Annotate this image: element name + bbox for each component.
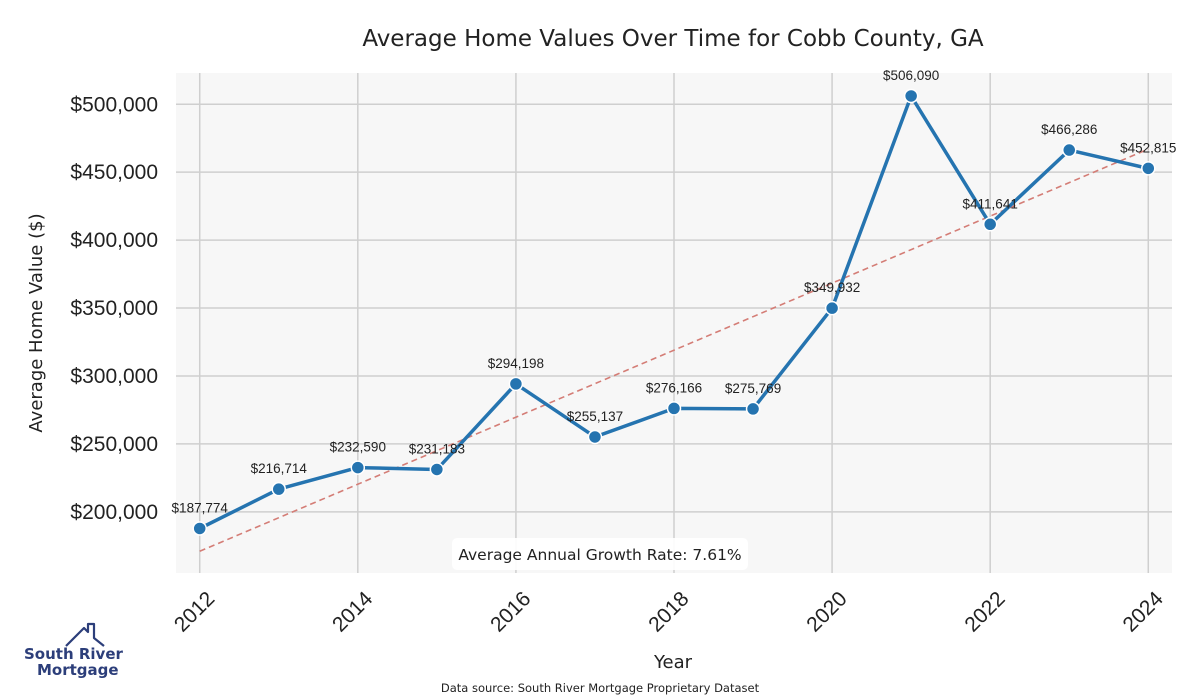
annotation-box xyxy=(452,538,748,570)
trend-line xyxy=(199,148,1149,552)
data-label: $232,590 xyxy=(330,440,386,455)
data-point xyxy=(508,376,524,392)
x-axis-title: Year xyxy=(653,652,693,673)
data-label: $276,166 xyxy=(646,380,702,395)
data-label: $349,932 xyxy=(804,280,860,295)
y-tick-label: $250,000 xyxy=(70,433,158,456)
annotation-text: Average Annual Growth Rate: 7.61% xyxy=(458,546,741,564)
data-point xyxy=(666,401,682,416)
data-point xyxy=(271,481,287,497)
x-tick-label: 2012 xyxy=(170,587,219,636)
data-label: $255,137 xyxy=(567,409,623,424)
data-point xyxy=(429,462,445,477)
grid-lines xyxy=(176,73,1172,573)
chart-title: Average Home Values Over Time for Cobb C… xyxy=(362,26,984,52)
data-labels: $187,774 $216,714 $232,590 $231,183 $294,198… xyxy=(172,68,1177,515)
data-point xyxy=(192,521,207,536)
x-tick-label: 2024 xyxy=(1119,587,1169,637)
y-tick-label: $500,000 xyxy=(70,93,158,116)
data-point xyxy=(1061,142,1077,158)
data-point xyxy=(587,429,603,445)
x-tick-label: 2014 xyxy=(328,587,378,637)
y-axis-ticks: $200,000 $250,000 $300,000 $350,000 $400,000… xyxy=(70,93,158,524)
logo: South River Mortgage xyxy=(24,622,124,679)
house-roof-icon xyxy=(65,622,105,647)
data-label: $466,286 xyxy=(1041,122,1097,137)
data-label: $231,183 xyxy=(409,441,465,456)
data-point xyxy=(350,460,366,475)
logo-line-1: South River xyxy=(24,645,124,663)
data-source-note: Data source: South River Mortgage Propri… xyxy=(441,681,760,695)
x-tick-label: 2020 xyxy=(802,587,851,636)
data-label: $187,774 xyxy=(172,500,229,515)
x-axis-ticks: 2012 2014 2016 2018 2020 2022 2024 xyxy=(170,587,1168,637)
data-point xyxy=(903,88,919,104)
data-point xyxy=(745,401,761,417)
x-tick-label: 2018 xyxy=(644,587,693,636)
data-label: $216,714 xyxy=(251,461,308,476)
data-points xyxy=(192,88,1156,536)
y-tick-label: $300,000 xyxy=(70,365,158,388)
y-tick-label: $350,000 xyxy=(70,297,158,320)
data-label: $294,198 xyxy=(488,356,544,371)
data-label: $452,815 xyxy=(1120,140,1176,155)
y-tick-label: $450,000 xyxy=(70,161,158,184)
x-tick-label: 2022 xyxy=(960,587,1009,636)
y-tick-label: $400,000 xyxy=(70,229,158,252)
data-label: $275,769 xyxy=(725,381,781,396)
data-point xyxy=(824,300,840,316)
x-tick-label: 2016 xyxy=(486,587,535,636)
growth-rate-annotation: Average Annual Growth Rate: 7.61% xyxy=(452,538,748,570)
y-tick-label: $200,000 xyxy=(70,501,158,524)
data-label: $506,090 xyxy=(883,68,939,83)
data-label: $411,641 xyxy=(963,196,1018,211)
logo-line-2: Mortgage xyxy=(37,661,119,679)
data-point xyxy=(982,217,998,232)
y-axis-title: Average Home Value ($) xyxy=(26,213,47,432)
data-point xyxy=(1141,161,1156,176)
